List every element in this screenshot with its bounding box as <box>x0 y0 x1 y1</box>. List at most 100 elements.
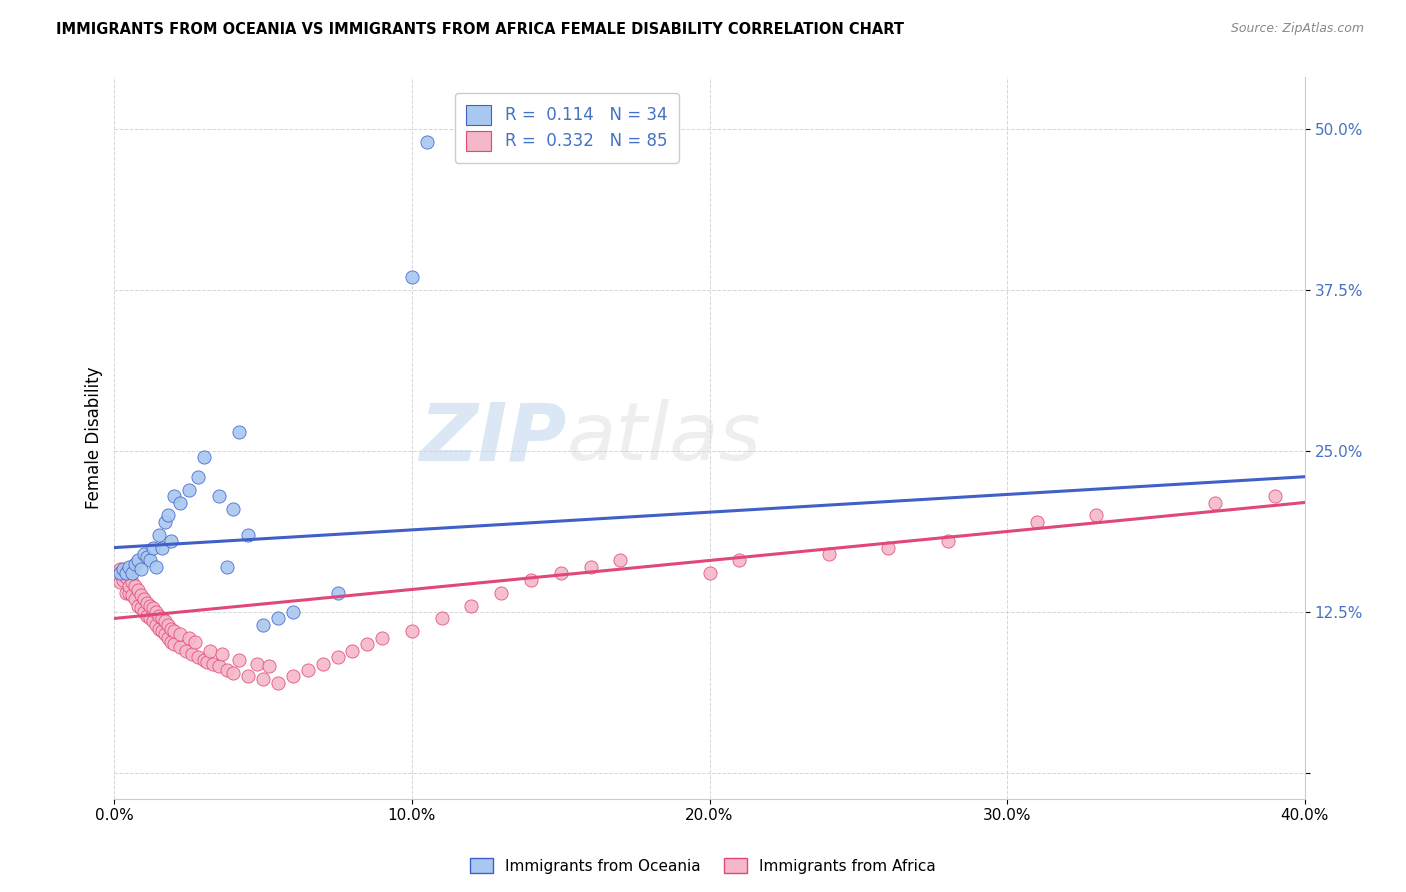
Point <box>252 618 274 632</box>
Point <box>134 547 156 561</box>
Y-axis label: Female Disability: Female Disability <box>86 367 103 509</box>
Point <box>139 553 162 567</box>
Point <box>115 566 138 581</box>
Point <box>460 599 482 613</box>
Point <box>177 483 200 497</box>
Point <box>105 566 128 581</box>
Point <box>124 579 146 593</box>
Point <box>139 599 162 613</box>
Point <box>312 657 335 671</box>
Point <box>228 653 250 667</box>
Point <box>110 575 132 590</box>
Point <box>163 637 186 651</box>
Point <box>520 573 543 587</box>
Point <box>187 469 209 483</box>
Point <box>238 527 260 541</box>
Point <box>110 562 132 576</box>
Point <box>142 541 165 555</box>
Point <box>169 627 191 641</box>
Point <box>124 558 146 572</box>
Point <box>228 425 250 439</box>
Point <box>153 627 176 641</box>
Point <box>416 135 439 149</box>
Point <box>326 650 349 665</box>
Point <box>118 566 141 581</box>
Point <box>187 650 209 665</box>
Point <box>145 560 167 574</box>
Point <box>124 592 146 607</box>
Point <box>148 527 170 541</box>
Point <box>118 585 141 599</box>
Point <box>160 534 183 549</box>
Point <box>252 672 274 686</box>
Point <box>163 489 186 503</box>
Point <box>127 583 149 598</box>
Point <box>198 643 221 657</box>
Point <box>257 659 280 673</box>
Point <box>121 575 143 590</box>
Point <box>699 566 721 581</box>
Point <box>579 560 602 574</box>
Point <box>326 585 349 599</box>
Point <box>207 659 229 673</box>
Point <box>201 657 224 671</box>
Point <box>217 560 239 574</box>
Point <box>1085 508 1108 523</box>
Point <box>246 657 269 671</box>
Point <box>193 653 215 667</box>
Point <box>142 601 165 615</box>
Point <box>609 553 631 567</box>
Point <box>150 541 173 555</box>
Point <box>297 663 319 677</box>
Legend: R =  0.114   N = 34, R =  0.332   N = 85: R = 0.114 N = 34, R = 0.332 N = 85 <box>454 93 679 163</box>
Point <box>134 605 156 619</box>
Point <box>145 605 167 619</box>
Point <box>148 622 170 636</box>
Point <box>118 579 141 593</box>
Point <box>184 634 207 648</box>
Point <box>150 624 173 639</box>
Point <box>169 495 191 509</box>
Point <box>728 553 751 567</box>
Point <box>193 450 215 465</box>
Point <box>342 643 364 657</box>
Point <box>136 608 159 623</box>
Text: Source: ZipAtlas.com: Source: ZipAtlas.com <box>1230 22 1364 36</box>
Point <box>491 585 513 599</box>
Point <box>238 669 260 683</box>
Point <box>153 614 176 628</box>
Point <box>112 573 135 587</box>
Point <box>142 614 165 628</box>
Point <box>115 585 138 599</box>
Point <box>110 566 132 581</box>
Point <box>112 562 135 576</box>
Point <box>281 605 304 619</box>
Point <box>136 549 159 564</box>
Point <box>267 676 290 690</box>
Point <box>222 502 245 516</box>
Legend: Immigrants from Oceania, Immigrants from Africa: Immigrants from Oceania, Immigrants from… <box>464 852 942 880</box>
Point <box>127 599 149 613</box>
Point <box>129 601 152 615</box>
Point <box>356 637 378 651</box>
Point <box>1204 495 1226 509</box>
Point <box>211 648 233 662</box>
Point <box>877 541 900 555</box>
Point <box>129 562 152 576</box>
Point <box>156 508 179 523</box>
Point <box>550 566 572 581</box>
Point <box>174 643 197 657</box>
Point <box>139 611 162 625</box>
Point <box>150 611 173 625</box>
Text: atlas: atlas <box>567 399 762 477</box>
Point <box>121 588 143 602</box>
Text: ZIP: ZIP <box>419 399 567 477</box>
Point <box>401 270 423 285</box>
Point <box>160 622 183 636</box>
Point <box>936 534 959 549</box>
Point <box>222 665 245 680</box>
Point <box>156 631 179 645</box>
Point <box>207 489 229 503</box>
Point <box>267 611 290 625</box>
Point <box>134 592 156 607</box>
